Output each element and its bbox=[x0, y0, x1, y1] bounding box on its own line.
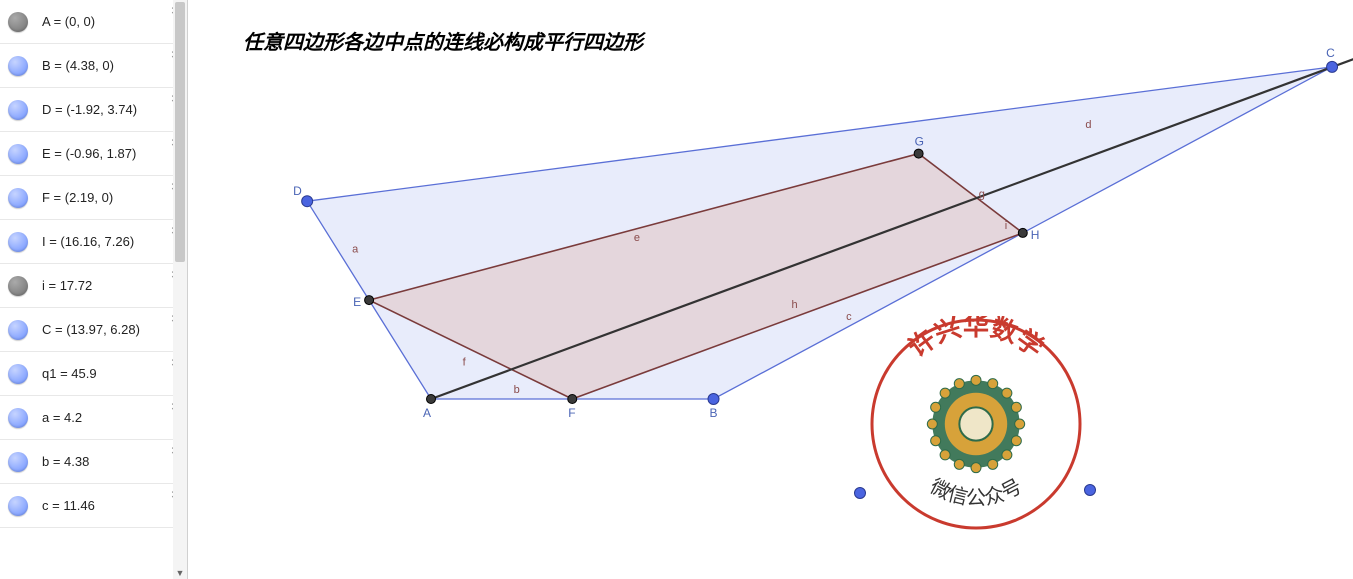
object-label: a = 4.2 bbox=[42, 410, 183, 425]
object-label: A = (0, 0) bbox=[42, 14, 183, 29]
scroll-thumb[interactable] bbox=[175, 2, 185, 262]
object-row[interactable]: C = (13.97, 6.28)× bbox=[0, 308, 187, 352]
object-row[interactable]: I = (16.16, 7.26)× bbox=[0, 220, 187, 264]
svg-text:E: E bbox=[353, 295, 361, 309]
object-label: q1 = 45.9 bbox=[42, 366, 183, 381]
object-row[interactable]: B = (4.38, 0)× bbox=[0, 44, 187, 88]
svg-text:i: i bbox=[1005, 220, 1007, 232]
visibility-toggle-icon[interactable] bbox=[8, 100, 28, 120]
svg-text:F: F bbox=[568, 406, 575, 420]
object-label: B = (4.38, 0) bbox=[42, 58, 183, 73]
svg-text:G: G bbox=[915, 135, 924, 149]
object-row[interactable]: D = (-1.92, 3.74)× bbox=[0, 88, 187, 132]
svg-text:b: b bbox=[514, 384, 520, 396]
sidebar-scrollbar[interactable]: ▲ ▼ bbox=[173, 0, 187, 579]
visibility-toggle-icon[interactable] bbox=[8, 12, 28, 32]
svg-text:许兴华数学: 许兴华数学 bbox=[903, 316, 1049, 363]
object-label: C = (13.97, 6.28) bbox=[42, 322, 183, 337]
object-row[interactable]: a = 4.2× bbox=[0, 396, 187, 440]
svg-text:H: H bbox=[1031, 228, 1040, 242]
visibility-toggle-icon[interactable] bbox=[8, 496, 28, 516]
visibility-toggle-icon[interactable] bbox=[8, 232, 28, 252]
object-row[interactable]: A = (0, 0)× bbox=[0, 0, 187, 44]
visibility-toggle-icon[interactable] bbox=[8, 320, 28, 340]
object-row[interactable]: b = 4.38× bbox=[0, 440, 187, 484]
svg-text:C: C bbox=[1326, 46, 1335, 60]
svg-text:a: a bbox=[352, 244, 359, 256]
object-label: E = (-0.96, 1.87) bbox=[42, 146, 183, 161]
object-label: D = (-1.92, 3.74) bbox=[42, 102, 183, 117]
visibility-toggle-icon[interactable] bbox=[8, 364, 28, 384]
object-label: I = (16.16, 7.26) bbox=[42, 234, 183, 249]
object-label: i = 17.72 bbox=[42, 278, 183, 293]
object-list[interactable]: A = (0, 0)×B = (4.38, 0)×D = (-1.92, 3.7… bbox=[0, 0, 187, 579]
object-row[interactable]: E = (-0.96, 1.87)× bbox=[0, 132, 187, 176]
object-label: b = 4.38 bbox=[42, 454, 183, 469]
object-row[interactable]: i = 17.72× bbox=[0, 264, 187, 308]
svg-text:d: d bbox=[1085, 119, 1091, 131]
visibility-toggle-icon[interactable] bbox=[8, 276, 28, 296]
watermark-stamp: 许兴华数学微信公众号 bbox=[868, 316, 1084, 532]
object-row[interactable]: c = 11.46× bbox=[0, 484, 187, 528]
visibility-toggle-icon[interactable] bbox=[8, 408, 28, 428]
svg-text:B: B bbox=[710, 406, 718, 420]
scroll-down-icon[interactable]: ▼ bbox=[175, 567, 185, 579]
svg-text:c: c bbox=[846, 311, 852, 323]
object-row[interactable]: q1 = 45.9× bbox=[0, 352, 187, 396]
algebra-sidebar: A = (0, 0)×B = (4.38, 0)×D = (-1.92, 3.7… bbox=[0, 0, 188, 579]
object-label: F = (2.19, 0) bbox=[42, 190, 183, 205]
visibility-toggle-icon[interactable] bbox=[8, 452, 28, 472]
svg-text:D: D bbox=[293, 184, 302, 198]
svg-text:e: e bbox=[634, 232, 640, 244]
geometry-svg: abcdefghiABCDEFGHI bbox=[188, 0, 1353, 579]
visibility-toggle-icon[interactable] bbox=[8, 56, 28, 76]
visibility-toggle-icon[interactable] bbox=[8, 188, 28, 208]
svg-text:h: h bbox=[792, 299, 798, 311]
svg-text:微信公众号: 微信公众号 bbox=[926, 475, 1025, 510]
svg-text:A: A bbox=[423, 406, 431, 420]
svg-text:g: g bbox=[979, 188, 985, 200]
graphics-canvas[interactable]: 任意四边形各边中点的连线必构成平行四边形 abcdefghiABCDEFGHI … bbox=[188, 0, 1353, 579]
object-row[interactable]: F = (2.19, 0)× bbox=[0, 176, 187, 220]
visibility-toggle-icon[interactable] bbox=[8, 144, 28, 164]
object-label: c = 11.46 bbox=[42, 498, 183, 513]
